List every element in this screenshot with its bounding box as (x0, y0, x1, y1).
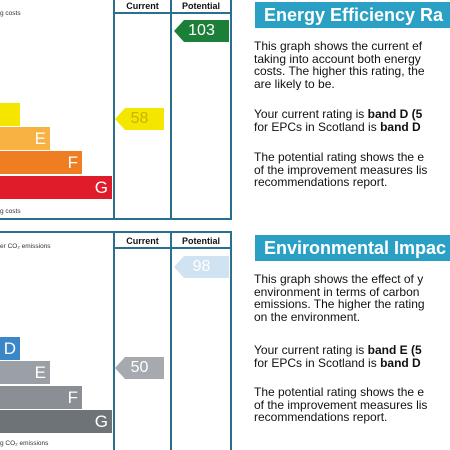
env-band-text: band E (5 (367, 344, 422, 357)
env-band-g: G (0, 410, 112, 433)
env-band-d: D (0, 337, 20, 360)
text-line: environment in terms of carbon (254, 284, 420, 299)
env-band-e: E (0, 361, 50, 384)
energy-bottom-rule (0, 218, 232, 220)
energy-description: This graph shows the current ef taking i… (254, 40, 450, 90)
energy-band-text: band D (5 (367, 108, 423, 121)
energy-potential-rating: 103 (174, 20, 229, 42)
env-title: Environmental Impac (255, 235, 450, 261)
text-line: The potential rating shows the e (254, 386, 425, 399)
text-line: The potential rating shows the e (254, 151, 425, 164)
energy-band-g: G (0, 176, 112, 199)
energy-col-current: Current (126, 1, 159, 11)
env-potential-rating: 98 (174, 256, 229, 278)
env-bottom-note: g CO₂ emissions (0, 440, 49, 447)
env-divider-potential (170, 231, 172, 450)
energy-col-potential: Potential (181, 1, 220, 11)
energy-potential-text: The potential rating shows the e of the … (254, 151, 450, 189)
energy-band-e: E (0, 127, 50, 150)
env-description: This graph shows the effect of y environ… (254, 273, 450, 323)
text-line: recommendations report. (254, 175, 388, 189)
env-current-rating: 50 (115, 357, 164, 379)
energy-band-d: D (0, 103, 20, 126)
text-line: on the environment. (254, 309, 361, 323)
env-col-current: Current (126, 236, 159, 246)
text-line: emissions. The higher the rating (254, 297, 425, 311)
text-line: are likely to be. (254, 76, 335, 90)
env-divider-right (230, 231, 232, 450)
env-top-rule (0, 231, 232, 233)
energy-band-f: F (0, 151, 82, 174)
energy-bottom-note: g costs (0, 208, 21, 215)
text-line: taking into account both energy (254, 51, 421, 66)
text-line: recommendations report. (254, 410, 388, 424)
energy-header-rule (113, 12, 232, 14)
energy-scotland-band-text: band D (380, 119, 421, 133)
text-line: This graph shows the current ef (254, 40, 423, 53)
env-band-f: F (0, 386, 82, 409)
text-line: This graph shows the effect of y (254, 273, 424, 286)
text-span: Your current rating is (254, 344, 368, 357)
text-span: Your current rating is (254, 108, 368, 121)
energy-divider-current (113, 0, 115, 219)
env-header-rule (113, 247, 232, 249)
energy-current-rating-text: Your current rating is band D (5 for EPC… (254, 108, 450, 133)
energy-divider-right (230, 0, 232, 219)
text-span: for EPCs in Scotland is (254, 355, 381, 369)
text-line: of the improvement measures lis (254, 162, 428, 177)
text-span: for EPCs in Scotland is (254, 119, 381, 133)
energy-current-rating: 58 (115, 108, 164, 130)
env-potential-text: The potential rating shows the e of the … (254, 386, 450, 424)
env-col-potential: Potential (181, 236, 220, 246)
energy-top-note: g costs (0, 10, 21, 17)
text-line: costs. The higher this rating, the (254, 64, 425, 78)
env-current-rating-text: Your current rating is band E (5 for EPC… (254, 344, 450, 369)
env-divider-current (113, 231, 115, 450)
env-top-note: er CO₂ emissions (0, 243, 51, 250)
energy-divider-potential (170, 0, 172, 219)
text-line: of the improvement measures lis (254, 397, 428, 412)
env-scotland-band-text: band D (380, 355, 421, 369)
energy-title: Energy Efficiency Ra (255, 2, 450, 28)
